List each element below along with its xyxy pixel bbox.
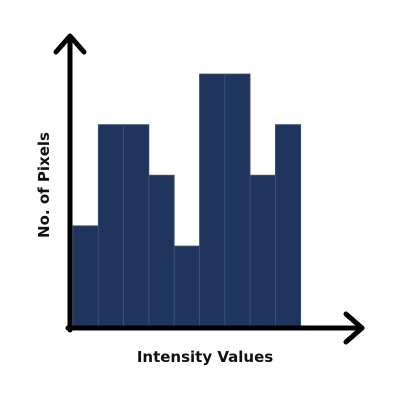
histogram-bar-3 bbox=[123, 124, 150, 328]
histogram-bar-2 bbox=[97, 124, 125, 328]
histogram-bar-5 bbox=[173, 245, 200, 328]
histogram-bar-7 bbox=[224, 73, 251, 328]
x-axis-label: Intensity Values bbox=[137, 348, 273, 366]
bars-group bbox=[72, 73, 302, 328]
histogram-bar-9 bbox=[274, 124, 302, 328]
histogram-bar-4 bbox=[148, 174, 175, 328]
y-axis-label: No. of Pixels bbox=[35, 132, 53, 238]
y-axis bbox=[53, 33, 87, 333]
histogram-bar-8 bbox=[249, 174, 276, 328]
histogram-bar-6 bbox=[199, 73, 226, 328]
histogram-bar-1 bbox=[72, 225, 99, 328]
x-axis bbox=[65, 311, 365, 345]
